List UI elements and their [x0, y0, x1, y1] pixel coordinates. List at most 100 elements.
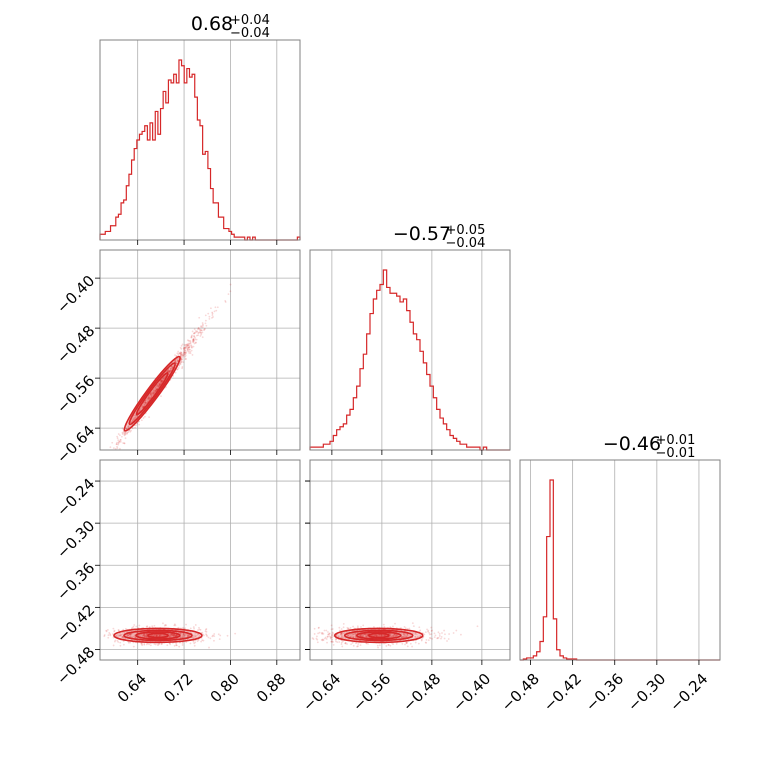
scatter-point — [160, 379, 162, 382]
scatter-point — [363, 633, 366, 636]
scatter-point — [158, 382, 161, 385]
scatter-point — [332, 643, 335, 646]
scatter-point — [202, 323, 204, 326]
scatter-point — [133, 624, 136, 626]
scatter-point — [175, 360, 177, 363]
scatter-point — [342, 626, 345, 629]
scatter-point — [184, 355, 187, 358]
scatter-point — [387, 643, 390, 646]
scatter-point — [181, 354, 184, 357]
scatter-point — [189, 342, 191, 345]
scatter-point — [179, 346, 182, 349]
scatter-point — [395, 642, 398, 645]
scatter-point — [148, 397, 151, 400]
scatter-point — [131, 427, 134, 430]
scatter-point — [180, 358, 183, 361]
scatter-point — [173, 644, 176, 647]
scatter-point — [176, 368, 179, 371]
scatter-point — [332, 641, 334, 643]
scatter-point — [176, 362, 178, 365]
scatter-point — [213, 633, 216, 635]
hist-panel-2: −0.57+0.05−0.04 — [309, 223, 511, 455]
scatter-point — [184, 633, 187, 636]
scatter-point — [193, 335, 196, 338]
scatter-point — [172, 634, 175, 637]
title-minus: −0.01 — [656, 446, 696, 461]
scatter-point — [174, 624, 177, 627]
scatter-point — [127, 426, 130, 428]
scatter-point — [193, 636, 196, 639]
scatter-point — [351, 642, 354, 644]
scatter-point — [114, 448, 117, 450]
scatter-point — [180, 636, 183, 639]
scatter-point — [429, 637, 432, 640]
scatter-point — [364, 635, 367, 638]
scatter-point — [170, 365, 173, 368]
scatter-point — [198, 331, 200, 334]
scatter-point — [156, 384, 159, 387]
scatter-point — [181, 642, 184, 644]
scatter-point — [168, 370, 170, 372]
scatter-p1-p2 — [95, 249, 301, 455]
scatter-point — [168, 636, 171, 638]
scatter-point — [158, 383, 161, 386]
scatter-point — [436, 637, 439, 639]
scatter-point — [127, 425, 130, 427]
scatter-point — [124, 427, 127, 430]
scatter-point — [169, 633, 172, 636]
scatter-point — [350, 632, 353, 635]
panel-frame — [309, 249, 511, 451]
scatter-point — [175, 634, 178, 637]
scatter-point — [194, 342, 197, 344]
scatter-point — [176, 368, 178, 371]
scatter-point — [158, 635, 161, 637]
scatter-point — [140, 633, 143, 636]
scatter-point — [124, 433, 126, 436]
scatter-point — [344, 637, 347, 640]
scatter-point — [196, 640, 199, 643]
scatter-point — [411, 622, 414, 625]
scatter-point — [119, 439, 122, 441]
scatter-point — [194, 330, 197, 332]
scatter-point — [340, 632, 342, 635]
scatter-point — [405, 641, 408, 644]
contours — [113, 627, 203, 644]
scatter-point — [404, 643, 406, 646]
scatter-point — [339, 632, 342, 635]
scatter-point — [376, 634, 379, 637]
title-median: −0.46 — [603, 433, 661, 455]
scatter-point — [174, 358, 177, 361]
scatter-point — [189, 348, 191, 351]
scatter-point — [174, 634, 177, 637]
contour-level — [135, 631, 181, 640]
scatter-point — [327, 631, 329, 633]
scatter-point — [187, 350, 190, 353]
scatter-point — [154, 390, 157, 393]
scatter-point — [180, 344, 183, 347]
scatter-point — [187, 340, 190, 342]
scatter-point — [149, 393, 152, 395]
title-minus: −0.04 — [446, 236, 486, 251]
scatter-point — [159, 381, 162, 384]
scatter-point — [183, 633, 185, 636]
scatter-point — [127, 634, 130, 637]
scatter-point — [317, 632, 319, 635]
scatter-point — [341, 636, 343, 639]
scatter-point — [152, 393, 154, 396]
scatter-point — [167, 370, 170, 372]
scatter-point — [109, 634, 112, 637]
scatter-point — [142, 634, 145, 637]
scatter-point — [185, 344, 188, 346]
scatter-point — [193, 634, 195, 637]
scatter-point — [357, 643, 360, 645]
scatter-point — [168, 371, 171, 373]
scatter-point — [148, 643, 150, 646]
scatter-point — [134, 416, 137, 419]
scatter-point — [175, 634, 177, 637]
scatter-point — [175, 642, 178, 645]
scatter-point — [194, 635, 197, 637]
scatter-point — [322, 639, 325, 642]
scatter-point — [186, 349, 189, 352]
x-tick-label: 0.72 — [160, 670, 196, 706]
scatter-point — [192, 345, 195, 348]
